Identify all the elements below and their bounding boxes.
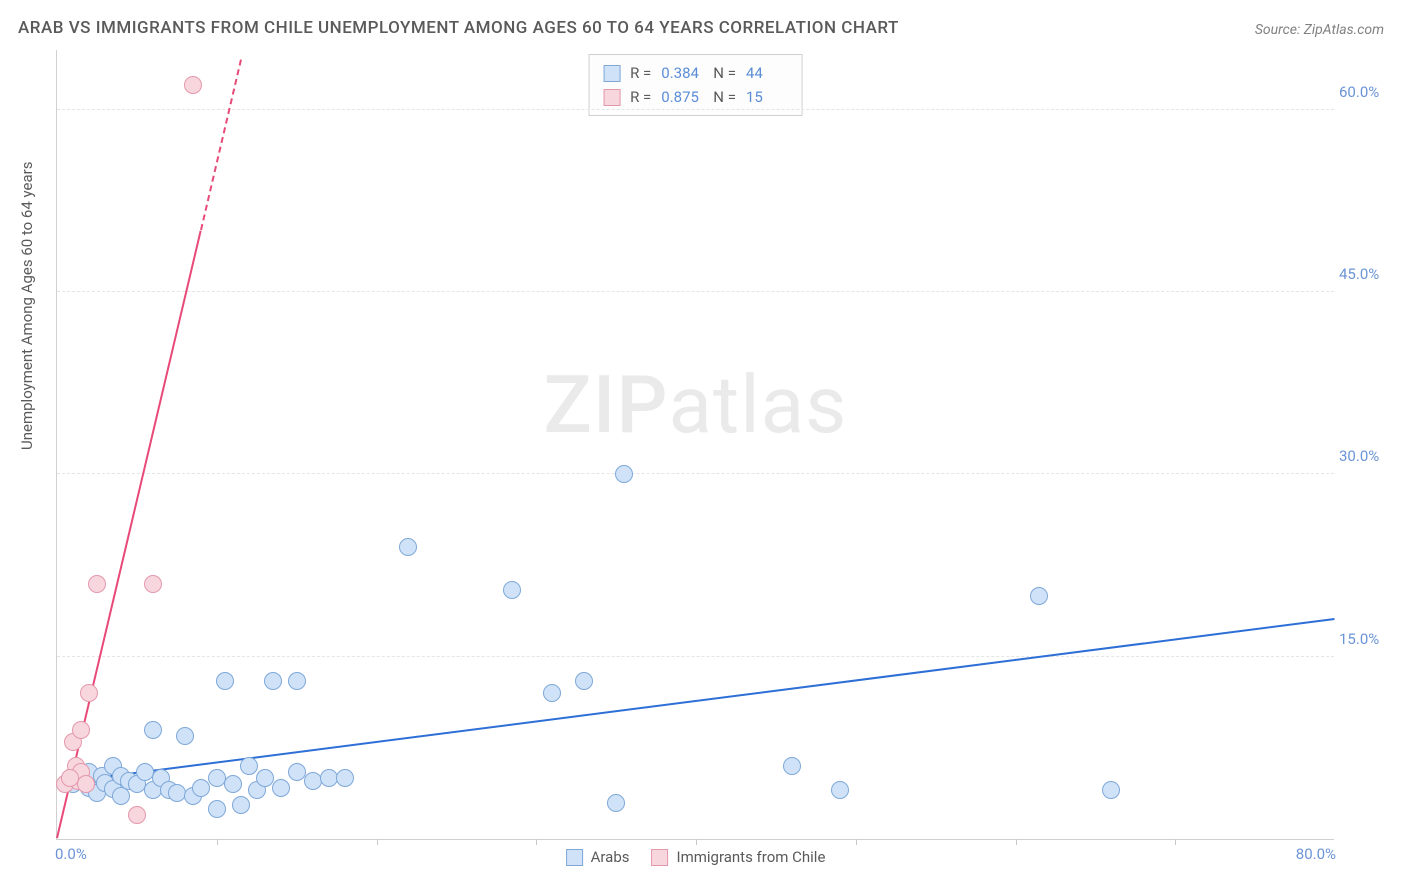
data-point <box>77 775 95 793</box>
y-tick-label: 15.0% <box>1339 630 1394 648</box>
data-point <box>783 757 801 775</box>
r-label: R = <box>630 61 651 85</box>
data-point <box>575 672 593 690</box>
x-tick-mark <box>377 839 378 845</box>
legend-item: Arabs <box>566 848 630 866</box>
data-point <box>88 575 106 593</box>
data-point <box>543 684 561 702</box>
data-point <box>112 787 130 805</box>
series-legend: Arabs Immigrants from Chile <box>566 848 826 866</box>
legend-swatch <box>603 89 620 106</box>
y-tick-label: 30.0% <box>1339 447 1394 465</box>
n-label: N = <box>713 85 736 109</box>
n-label: N = <box>713 61 736 85</box>
y-tick-label: 60.0% <box>1339 83 1394 101</box>
data-point <box>256 769 274 787</box>
r-label: R = <box>630 85 651 109</box>
y-axis-label: Unemployment Among Ages 60 to 64 years <box>18 162 36 450</box>
gridline <box>57 656 1334 657</box>
x-tick-mark <box>217 839 218 845</box>
data-point <box>1102 781 1120 799</box>
data-point <box>144 575 162 593</box>
chart-title: ARAB VS IMMIGRANTS FROM CHILE UNEMPLOYME… <box>18 18 899 38</box>
data-point <box>184 76 202 94</box>
data-point <box>176 727 194 745</box>
data-point <box>224 775 242 793</box>
data-point <box>304 772 322 790</box>
legend-swatch <box>566 849 583 866</box>
data-point <box>208 800 226 818</box>
trend-line <box>200 60 242 231</box>
gridline <box>57 473 1334 474</box>
legend-swatch <box>603 65 620 82</box>
data-point <box>232 796 250 814</box>
data-point <box>503 581 521 599</box>
x-tick-mark <box>536 839 537 845</box>
y-tick-label: 45.0% <box>1339 265 1394 283</box>
data-point <box>192 779 210 797</box>
legend-label: Arabs <box>591 848 630 866</box>
plot-area: ZIPatlas R =0.384N =44R =0.875N =15 Arab… <box>56 50 1334 840</box>
data-point <box>80 684 98 702</box>
data-point <box>607 794 625 812</box>
n-value: 44 <box>746 61 788 85</box>
legend-item: Immigrants from Chile <box>651 848 825 866</box>
x-tick-mark <box>1016 839 1017 845</box>
gridline <box>57 291 1334 292</box>
x-tick-mark <box>1175 839 1176 845</box>
data-point <box>615 465 633 483</box>
n-value: 15 <box>746 85 788 109</box>
data-point <box>1030 587 1048 605</box>
data-point <box>72 721 90 739</box>
data-point <box>264 672 282 690</box>
data-point <box>336 769 354 787</box>
source-label: Source: ZipAtlas.com <box>1255 22 1384 38</box>
data-point <box>61 769 79 787</box>
data-point <box>288 672 306 690</box>
data-point <box>272 779 290 797</box>
data-point <box>831 781 849 799</box>
x-axis-min: 0.0% <box>55 845 87 863</box>
r-value: 0.384 <box>661 61 703 85</box>
stats-row: R = 0.875 N = 15 <box>603 85 788 109</box>
x-axis-max: 80.0% <box>1296 845 1336 863</box>
data-point <box>144 721 162 739</box>
legend-label: Immigrants from Chile <box>676 848 825 866</box>
data-point <box>216 672 234 690</box>
legend-swatch <box>651 849 668 866</box>
data-point <box>399 538 417 556</box>
gridline <box>57 109 1334 110</box>
data-point <box>128 806 146 824</box>
x-tick-mark <box>856 839 857 845</box>
watermark: ZIPatlas <box>544 358 848 452</box>
stats-row: R = 0.384 N = 44 <box>603 61 788 85</box>
stats-legend: R = 0.384 N = 44 R = 0.875 N = 15 <box>588 54 803 116</box>
x-tick-mark <box>696 839 697 845</box>
data-point <box>168 784 186 802</box>
r-value: 0.875 <box>661 85 703 109</box>
data-point <box>240 757 258 775</box>
